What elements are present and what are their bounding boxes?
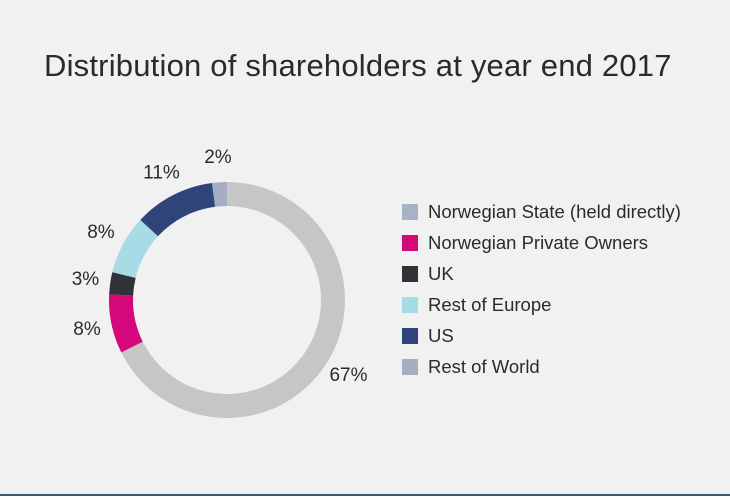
legend-label: Rest of World [428, 355, 540, 377]
legend-label: Norwegian State (held directly) [428, 200, 681, 222]
slice-label-uk: 3% [72, 269, 100, 290]
donut-slices [108, 182, 345, 419]
legend-swatch [402, 234, 418, 251]
slice-us [140, 182, 216, 237]
chart-legend: Norwegian State (held directly) Norwegia… [402, 196, 681, 382]
slice-label-rest-of-world: 2% [204, 147, 232, 168]
chart-title: Distribution of shareholders at year end… [44, 48, 672, 83]
slice-rest-of-europe [112, 219, 158, 278]
legend-swatch [402, 358, 418, 375]
legend-swatch [402, 265, 418, 282]
legend-item-rest-of-europe: Rest of Europe [402, 289, 681, 320]
legend-swatch [402, 203, 418, 220]
legend-item-rest-of-world: Rest of World [402, 351, 681, 382]
legend-swatch [402, 296, 418, 313]
legend-label: Norwegian Private Owners [428, 231, 649, 253]
legend-item-norwegian-state: Norwegian State (held directly) [402, 196, 681, 227]
legend-item-norwegian-private-owners: Norwegian Private Owners [402, 227, 681, 258]
slice-norwegian-private-owners [108, 294, 143, 353]
slice-uk [109, 272, 136, 296]
legend-item-us: US [402, 320, 681, 351]
slice-rest-of-world [212, 182, 227, 207]
legend-label: US [428, 324, 454, 346]
slice-label-rest-of-europe: 8% [87, 222, 115, 243]
slice-label-norwegian-state-held-directly: 67% [329, 365, 367, 386]
slice-label-norwegian-private-owners: 8% [73, 319, 101, 340]
legend-label: UK [428, 262, 454, 284]
legend-item-uk: UK [402, 258, 681, 289]
donut-labels: 67% 8% 3% 8% 11% 2% [72, 147, 368, 386]
legend-swatch [402, 327, 418, 344]
legend-label: Rest of Europe [428, 293, 552, 315]
slice-label-us: 11% [143, 162, 180, 183]
bottom-rule [0, 494, 730, 496]
